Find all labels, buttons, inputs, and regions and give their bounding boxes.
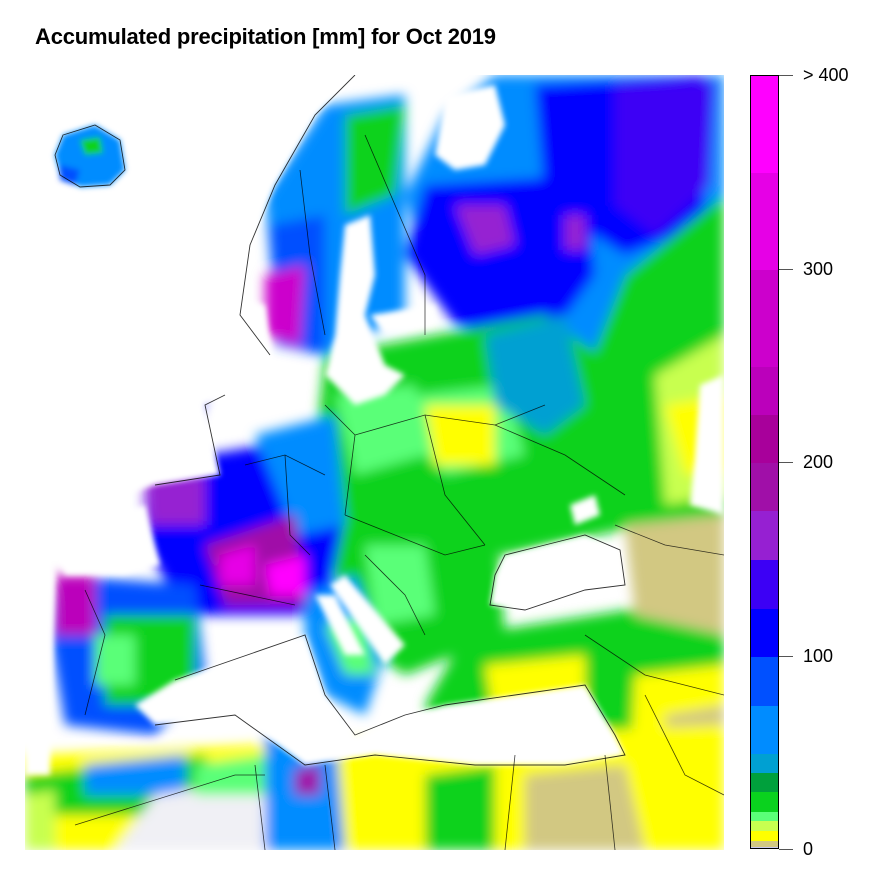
colorbar-tick-300 bbox=[779, 269, 793, 270]
colorbar-tick-0 bbox=[779, 849, 793, 850]
colorbar-band-225-250 bbox=[751, 367, 778, 415]
colorbar-label-100: 100 bbox=[803, 646, 834, 666]
colorbar-band-40-50 bbox=[751, 754, 778, 773]
colorbar-band-150-175 bbox=[751, 511, 778, 560]
colorbar-band-10-15 bbox=[751, 821, 778, 831]
colorbar-label-300: 300 bbox=[803, 259, 834, 279]
colorbar-tick-400 bbox=[779, 75, 793, 76]
colorbar-tick-200 bbox=[779, 462, 793, 463]
land-base bbox=[25, 75, 724, 850]
colorbar-band-300-350 bbox=[751, 173, 778, 270]
colorbar-band-20-30 bbox=[751, 792, 778, 812]
colorbar-band-0-1 bbox=[751, 847, 778, 848]
colorbar-tick-100 bbox=[779, 656, 793, 657]
colorbar-band-175-200 bbox=[751, 463, 778, 511]
colorbar-label-0: 0 bbox=[803, 839, 814, 859]
country-borders bbox=[74, 134, 724, 850]
colorbar-band-15-20 bbox=[751, 812, 778, 821]
precipitation-map bbox=[25, 75, 724, 850]
colorbar-band-75-100 bbox=[751, 657, 778, 706]
colorbar-label-200: 200 bbox=[803, 452, 834, 472]
colorbar bbox=[750, 75, 779, 849]
seas bbox=[25, 75, 724, 775]
colorbar-band-100-125 bbox=[751, 609, 778, 657]
colorbar-band-1-5 bbox=[751, 841, 778, 847]
iceland bbox=[55, 125, 125, 187]
coastlines bbox=[54, 75, 626, 766]
colorbar-band-350-400 bbox=[751, 76, 778, 173]
colorbar-label-400: > 400 bbox=[803, 65, 849, 85]
colorbar-band-200-225 bbox=[751, 415, 778, 463]
colorbar-band-30-40 bbox=[751, 773, 778, 792]
colorbar-band-50-75 bbox=[751, 706, 778, 754]
colorbar-band-125-150 bbox=[751, 560, 778, 609]
colorbar-band-250-300 bbox=[751, 270, 778, 367]
colorbar-band-5-10 bbox=[751, 831, 778, 841]
chart-title: Accumulated precipitation [mm] for Oct 2… bbox=[35, 24, 496, 49]
